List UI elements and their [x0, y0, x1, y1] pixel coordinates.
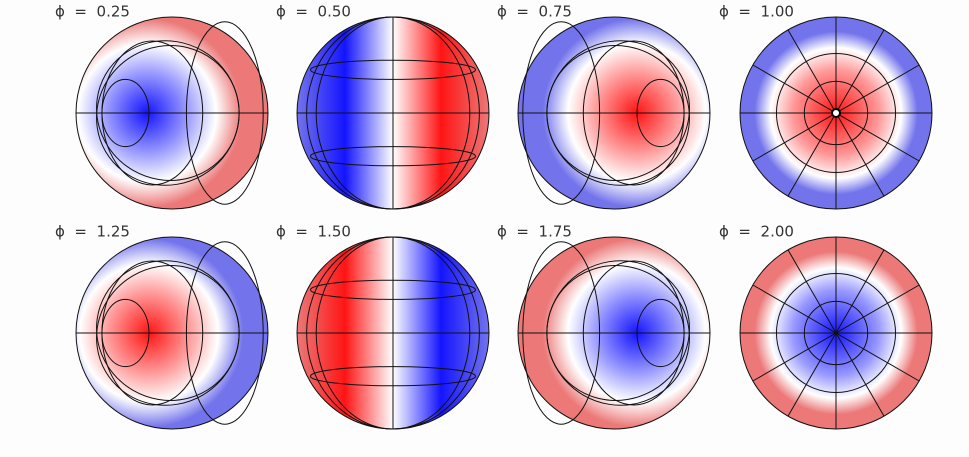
grid-lines: [739, 16, 933, 210]
meridian: [96, 260, 240, 401]
grid-lines: [517, 16, 711, 210]
latitude: [101, 260, 204, 406]
panel-label: ϕ = 0.25: [55, 3, 130, 21]
meridian: [546, 40, 690, 181]
pole-mark: [831, 108, 841, 118]
meridian: [185, 21, 264, 205]
latitude: [582, 260, 685, 406]
latitude: [309, 366, 477, 387]
grid-lines: [296, 16, 490, 210]
panel-label: ϕ = 0.75: [497, 3, 572, 21]
latitude: [309, 279, 477, 300]
sphere-outline: [739, 16, 933, 210]
meridian: [522, 241, 601, 425]
sphere-outline: [296, 236, 490, 430]
sphere-outline: [75, 16, 269, 210]
panel-label: ϕ = 1.50: [276, 223, 351, 241]
grid-lines: [739, 236, 933, 430]
meridian: [185, 241, 264, 425]
grid-lines: [517, 236, 711, 430]
latitude: [309, 59, 477, 80]
meridian: [546, 260, 690, 401]
sphere-outline: [296, 16, 490, 210]
latitude: [309, 146, 477, 167]
sphere-outline: [75, 236, 269, 430]
panel-label: ϕ = 0.50: [276, 3, 351, 21]
panel-label: ϕ = 1.75: [497, 223, 572, 241]
panel-label: ϕ = 2.00: [719, 223, 794, 241]
sphere-outline: [739, 236, 933, 430]
meridian: [522, 21, 601, 205]
latitude: [101, 40, 204, 186]
meridian: [752, 284, 920, 382]
latitude: [582, 40, 685, 186]
panel-label: ϕ = 1.00: [719, 3, 794, 21]
sphere-outline: [517, 16, 711, 210]
sphere-outline: [517, 236, 711, 430]
meridian: [96, 40, 240, 181]
grid-lines: [75, 16, 269, 210]
panel-label: ϕ = 1.25: [55, 223, 130, 241]
grid-lines: [296, 236, 490, 430]
grid-lines: [75, 236, 269, 430]
